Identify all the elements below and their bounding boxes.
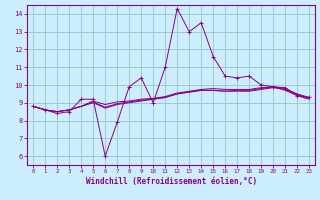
X-axis label: Windchill (Refroidissement éolien,°C): Windchill (Refroidissement éolien,°C) xyxy=(86,177,257,186)
